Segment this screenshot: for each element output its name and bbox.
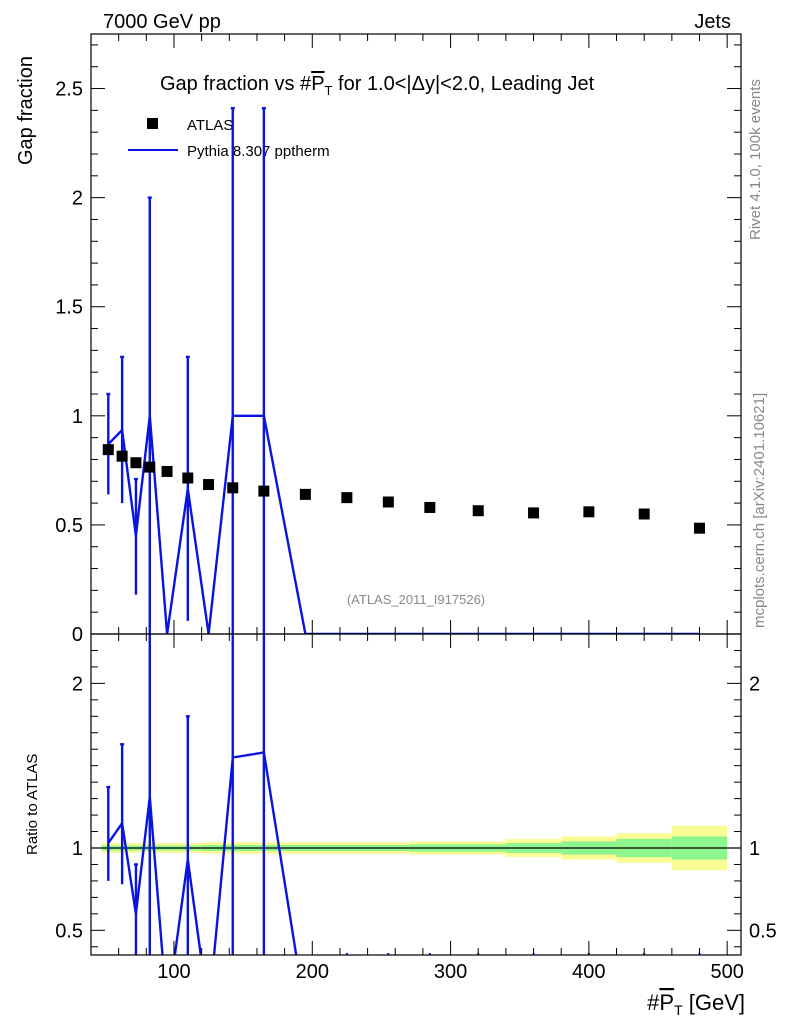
ratio-ytick-label-right-0: 0.5 <box>749 920 777 942</box>
mc-curve <box>107 414 700 634</box>
ratio-ytick-label-left-2: 2 <box>72 673 83 695</box>
xtick-label-1: 200 <box>296 961 329 983</box>
ratio-mc-series <box>106 634 701 955</box>
main-ytick-label-4: 2 <box>72 188 83 210</box>
atlas-data-point-11 <box>382 496 394 508</box>
ratio-ytick-label-right-2: 2 <box>749 673 760 695</box>
atlas-data-point-8 <box>258 485 270 497</box>
atlas-data-point-2 <box>130 457 142 469</box>
analysis-watermark: (ATLAS_2011_I917526) <box>347 592 485 607</box>
ratio-ytick-label-left-1: 1 <box>72 838 83 860</box>
main-ytick-label-0: 0 <box>72 624 83 646</box>
main-ylabel: Gap fraction <box>15 56 37 165</box>
header-energy-label: 7000 GeV pp <box>103 11 221 33</box>
main-ytick-label-1: 0.5 <box>55 515 83 537</box>
atlas-data-point-1 <box>116 450 128 462</box>
ratio-mc-curve <box>107 751 298 955</box>
xtick-label-4: 500 <box>710 961 743 983</box>
xtick-label-3: 400 <box>572 961 605 983</box>
atlas-data-point-16 <box>638 508 650 520</box>
atlas-data-point-4 <box>161 465 173 477</box>
plot-title: Gap fraction vs #PT for 1.0<|Δy|<2.0, Le… <box>160 73 595 98</box>
legend: ATLAS Pythia 8.307 pptherm <box>128 117 330 160</box>
atlas-data-point-3 <box>144 461 156 473</box>
ratio-ylabel: Ratio to ATLAS <box>24 754 41 855</box>
atlas-data-point-6 <box>203 479 215 491</box>
atlas-data-point-7 <box>227 482 239 494</box>
main-ytick-label-5: 2.5 <box>55 79 83 101</box>
ratio-ytick-label-right-1: 1 <box>749 838 760 860</box>
ratio-frame <box>90 633 742 956</box>
mcplots-site-label: mcplots.cern.ch [arXiv:2401.10621] <box>751 393 768 628</box>
atlas-data-point-17 <box>694 522 706 534</box>
atlas-data-point-15 <box>583 506 595 518</box>
main-mc-series <box>106 106 700 634</box>
legend-pythia-label: Pythia 8.307 pptherm <box>187 143 330 160</box>
atlas-data-point-13 <box>472 505 484 517</box>
atlas-data-point-0 <box>102 444 114 456</box>
xtick-label-2: 300 <box>434 961 467 983</box>
x-axis-title: #PT [GeV] <box>647 990 745 1018</box>
main-ytick-label-3: 1.5 <box>55 297 83 319</box>
atlas-data-point-9 <box>299 488 311 500</box>
main-ytick-label-2: 1 <box>72 406 83 428</box>
axes: 0 0.5 1 1.5 2 2.5 0.5 0.5 1 1 2 2 100 200 300 400 500 <box>55 34 777 983</box>
title-p: P <box>311 73 324 95</box>
legend-atlas-marker <box>147 118 158 129</box>
atlas-data-point-5 <box>182 472 194 484</box>
xlabel-t-subscript: T <box>674 1002 683 1018</box>
main-data-series <box>102 444 706 534</box>
xtick-label-0: 100 <box>157 961 190 983</box>
atlas-data-point-14 <box>528 507 540 519</box>
legend-atlas-label: ATLAS <box>187 117 233 134</box>
atlas-data-point-10 <box>341 492 353 504</box>
atlas-data-point-12 <box>424 501 436 513</box>
title-t-subscript: T <box>325 83 333 98</box>
rivet-version-label: Rivet 4.1.0, 100k events <box>747 79 764 240</box>
xlabel-p: P <box>659 990 674 1015</box>
header-process-label: Jets <box>694 11 731 33</box>
ratio-ytick-label-left-0: 0.5 <box>55 920 83 942</box>
